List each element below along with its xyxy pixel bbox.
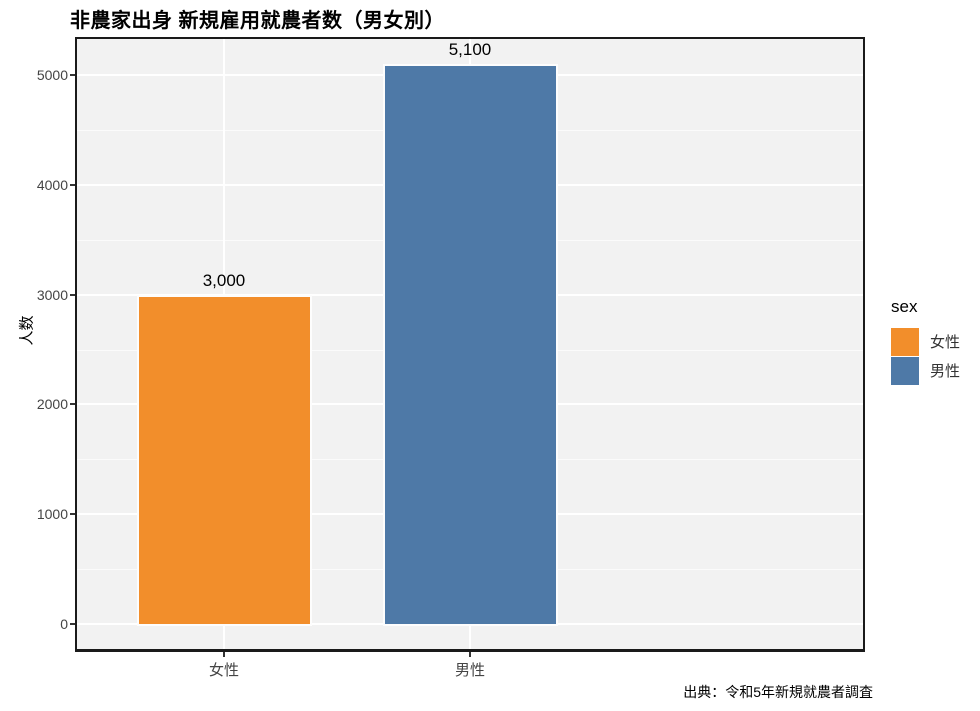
- plot-panel: [75, 37, 865, 652]
- x-tick-label: 男性: [454, 662, 485, 679]
- legend: sex 女性男性: [891, 297, 979, 385]
- source-note: 出典：令和5年新規就農者調査: [683, 684, 873, 700]
- chart-title: 非農家出身 新規雇用就農者数（男女別）: [70, 10, 446, 32]
- y-tick-label: 1000: [36, 506, 68, 522]
- y-tick-label: 4000: [36, 177, 68, 193]
- x-tick-label: 女性: [208, 662, 239, 679]
- y-tick-label: 2000: [36, 396, 68, 412]
- y-axis-title: 人数: [18, 315, 36, 346]
- legend-label: 女性: [930, 334, 961, 351]
- x-tick-mark: [469, 652, 471, 657]
- y-tick-label: 5000: [36, 67, 68, 83]
- legend-swatch: [891, 327, 919, 356]
- legend-label: 男性: [930, 363, 961, 380]
- legend-title: sex: [891, 297, 918, 316]
- legend-swatch: [891, 356, 919, 385]
- bar-男性: [383, 64, 558, 626]
- legend-items: 女性 男性: [891, 327, 979, 385]
- y-tick-label: 0: [60, 616, 68, 632]
- bar-女性: [137, 295, 312, 626]
- legend-item-女性: 女性: [891, 327, 979, 356]
- legend-item-男性: 男性: [891, 356, 979, 385]
- x-tick-mark: [223, 652, 225, 657]
